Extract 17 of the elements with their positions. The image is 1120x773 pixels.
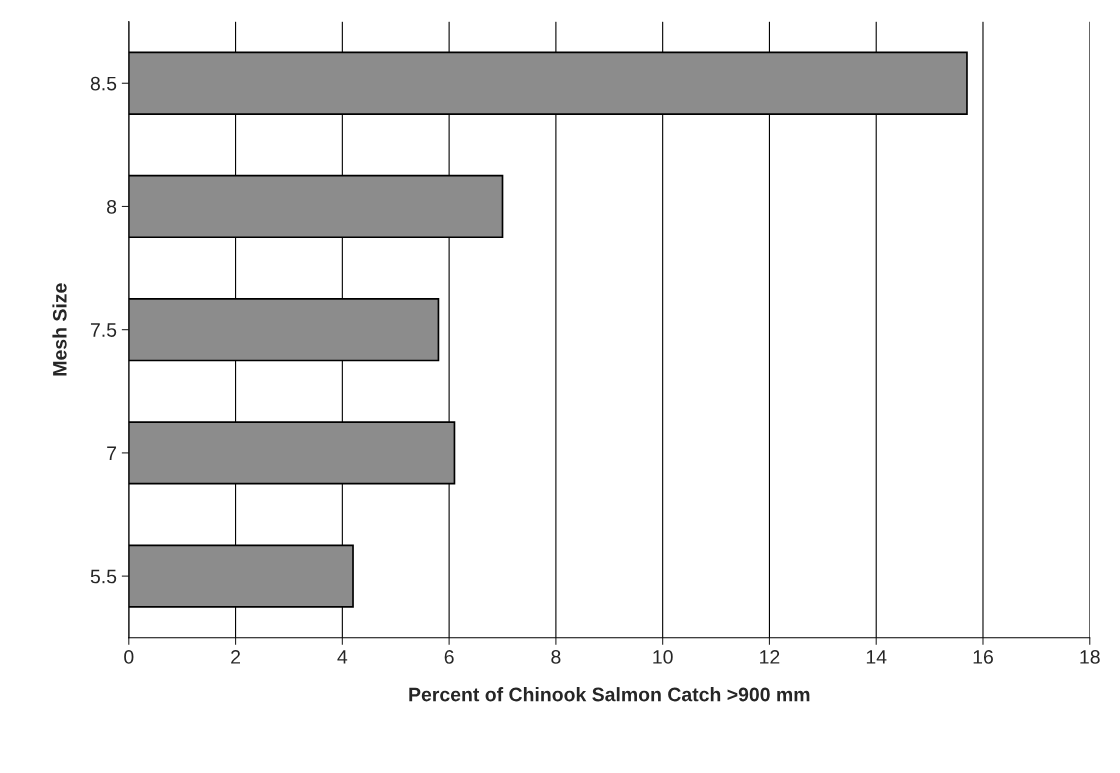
y-tick-label: 7 xyxy=(107,446,117,460)
x-tick-label: 14 xyxy=(866,650,887,664)
x-tick-label: 8 xyxy=(551,650,561,664)
x-tick-label: 16 xyxy=(973,650,993,664)
x-axis-title: Percent of Chinook Salmon Catch >900 mm xyxy=(409,687,810,702)
y-axis-title: Mesh Size xyxy=(52,283,67,376)
x-tick-label: 4 xyxy=(337,650,348,664)
x-tick-label: 12 xyxy=(760,650,780,664)
x-tick-label: 10 xyxy=(653,650,673,664)
y-tick-label: 5.5 xyxy=(90,569,117,584)
x-tick-label: 18 xyxy=(1080,650,1100,664)
x-tick-label: 6 xyxy=(444,650,454,664)
y-tick-label: 8.5 xyxy=(90,76,117,91)
y-tick-label: 8 xyxy=(107,199,117,214)
x-tick-label: 0 xyxy=(124,650,134,664)
y-tick-label: 7.5 xyxy=(90,323,117,337)
x-tick-label: 2 xyxy=(231,650,240,664)
